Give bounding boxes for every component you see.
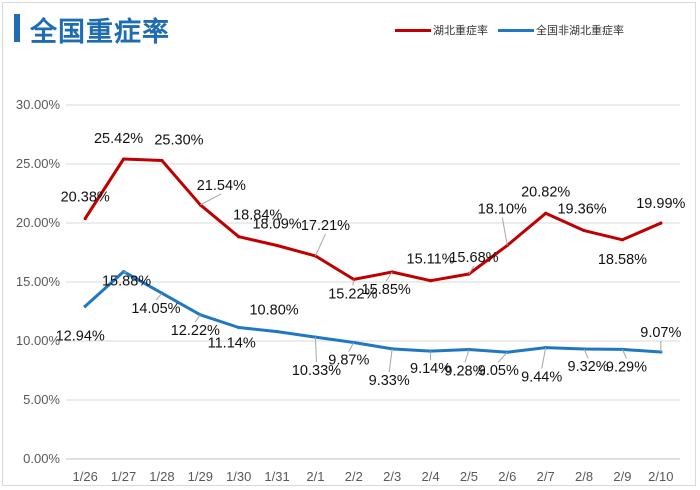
label-leader-line [194, 314, 201, 323]
data-label-non-hubei: 11.14% [208, 336, 256, 352]
x-tick-label: 2/1 [306, 469, 324, 484]
legend-label-non-hubei: 全国非湖北重症率 [536, 24, 624, 37]
data-label-hubei: 18.84% [233, 208, 282, 224]
label-leader-line [314, 233, 326, 257]
data-point-hubei [582, 228, 586, 233]
data-point-hubei [544, 211, 548, 215]
legend-item-non-hubei: 全国非湖北重症率 [498, 22, 624, 38]
data-label-hubei: 20.38% [61, 190, 110, 206]
data-label-non-hubei: 9.32% [568, 359, 609, 375]
data-label-non-hubei: 10.80% [249, 303, 298, 319]
x-tick-label: 1/31 [264, 469, 289, 484]
data-label-non-hubei: 15.88% [102, 274, 151, 290]
y-tick-label: 5.00% [23, 392, 60, 407]
data-label-non-hubei: 10.33% [292, 363, 341, 379]
data-point-hubei [160, 158, 164, 163]
x-tick-label: 2/2 [345, 469, 363, 484]
data-label-hubei: 15.22% [328, 286, 377, 302]
data-label-hubei: 18.58% [598, 252, 647, 268]
label-leader-line [200, 193, 222, 206]
x-tick-label: 2/10 [648, 469, 673, 484]
y-tick-label: 0.00% [23, 451, 60, 466]
data-point-hubei [428, 279, 433, 283]
x-tick-label: 2/8 [575, 469, 593, 484]
chart-frame [2, 2, 696, 486]
y-tick-label: 30.00% [16, 97, 61, 112]
y-tick-label: 10.00% [16, 333, 61, 348]
label-leader-line [155, 292, 163, 301]
x-tick-label: 2/7 [537, 469, 555, 484]
series-line-non-hubei [83, 270, 663, 354]
data-label-non-hubei: 9.05% [478, 363, 519, 379]
label-leader-line [583, 348, 589, 359]
data-label-hubei: 15.11% [407, 252, 455, 268]
data-point-hubei [237, 235, 241, 239]
x-tick-label: 1/30 [226, 469, 251, 484]
x-tick-label: 2/3 [383, 469, 401, 484]
legend-item-hubei: 湖北重症率 [395, 22, 488, 38]
data-point-non-hubei [237, 325, 241, 330]
x-tick-label: 2/6 [498, 469, 516, 484]
x-tick-label: 1/28 [149, 469, 174, 484]
data-label-non-hubei: 12.22% [171, 323, 220, 339]
data-point-hubei [121, 157, 126, 161]
label-leader-line [541, 347, 547, 369]
data-point-hubei [620, 238, 625, 242]
label-leader-line [314, 337, 317, 363]
data-label-hubei: 15.68% [449, 250, 498, 266]
data-label-hubei: 18.10% [478, 201, 527, 217]
data-point-non-hubei [275, 329, 279, 334]
data-label-non-hubei: 9.28% [444, 363, 485, 379]
data-label-non-hubei: 12.94% [56, 328, 105, 344]
data-label-non-hubei: 9.07% [640, 325, 681, 341]
x-tick-label: 2/9 [613, 469, 631, 484]
x-tick-label: 2/4 [422, 469, 440, 484]
legend-swatch-hubei [395, 28, 431, 32]
label-leader-line [501, 217, 508, 246]
data-point-hubei [659, 221, 663, 225]
data-point-hubei [83, 216, 87, 221]
legend-swatch-non-hubei [498, 28, 534, 32]
y-tick-label: 20.00% [16, 215, 61, 230]
data-label-non-hubei: 14.05% [131, 301, 180, 317]
label-leader-line [621, 349, 627, 359]
legend: 湖北重症率 全国非湖北重症率 [395, 22, 634, 38]
title-accent-bar [14, 14, 20, 42]
y-tick-label: 15.00% [16, 274, 61, 289]
data-label-hubei: 25.42% [94, 131, 143, 147]
label-leader-line [385, 271, 393, 282]
data-label-non-hubei: 9.87% [328, 353, 369, 369]
data-label-non-hubei: 9.29% [606, 359, 647, 375]
chart-title: 全国重症率 [30, 17, 170, 48]
label-leader-line [348, 342, 355, 352]
data-label-non-hubei: 9.33% [369, 373, 410, 389]
data-label-hubei: 17.21% [301, 218, 350, 234]
series-line-hubei [83, 157, 663, 283]
data-label-hubei: 21.54% [197, 178, 246, 194]
x-tick-label: 1/27 [111, 469, 136, 484]
data-label-hubei: 15.85% [362, 282, 411, 298]
x-tick-label: 1/26 [73, 469, 98, 484]
label-leader-line [123, 271, 127, 274]
data-label-hubei: 25.30% [154, 132, 203, 148]
data-point-non-hubei [83, 304, 87, 308]
data-label-non-hubei: 9.14% [410, 361, 451, 377]
x-tick-label: 2/5 [460, 469, 478, 484]
data-label-hubei: 20.82% [521, 184, 570, 200]
label-leader-line [468, 265, 475, 275]
label-leader-line [388, 348, 393, 372]
x-tick-label: 1/29 [188, 469, 213, 484]
label-leader-line [464, 349, 470, 363]
data-label-hubei: 19.36% [557, 202, 606, 218]
data-point-hubei [275, 243, 279, 248]
legend-label-hubei: 湖北重症率 [433, 24, 488, 37]
data-label-hubei: 18.09% [252, 217, 301, 233]
y-tick-label: 25.00% [16, 156, 61, 171]
data-label-hubei: 19.99% [636, 196, 685, 212]
data-label-non-hubei: 9.44% [521, 370, 562, 386]
label-leader-line [352, 279, 355, 286]
label-leader-line [497, 351, 508, 363]
